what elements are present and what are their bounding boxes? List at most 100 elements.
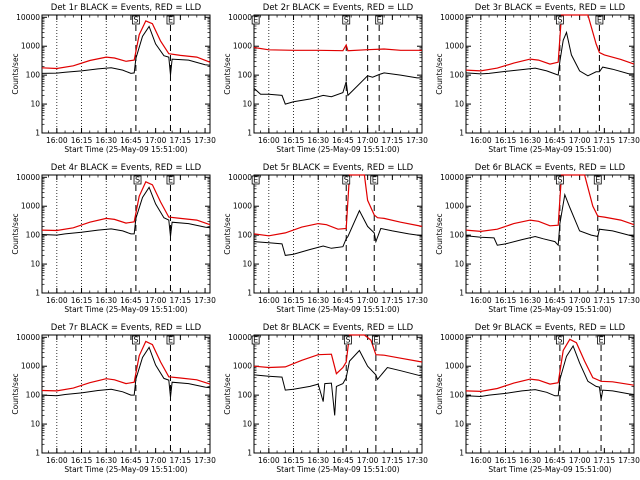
marker-box bbox=[593, 175, 602, 185]
marker-box bbox=[555, 335, 564, 345]
x-tick-label: 17:00 bbox=[145, 456, 167, 465]
series-line-events bbox=[41, 25, 211, 76]
x-tick-label: 17:15 bbox=[382, 136, 404, 145]
x-tick-label: 16:45 bbox=[544, 456, 566, 465]
x-tick-label: 16:00 bbox=[258, 296, 280, 305]
chart-panel-7: Det 7r BLACK = Events, RED = LLD 1 10 100 10… bbox=[11, 323, 216, 474]
x-tick-label: 17:00 bbox=[145, 296, 167, 305]
marker-box bbox=[555, 15, 564, 25]
panel-title: Det 7r BLACK = Events, RED = LLD bbox=[51, 323, 202, 333]
y-tick-label: 1000 bbox=[445, 42, 464, 51]
y-axis-label: Counts/sec bbox=[11, 373, 20, 414]
series-line-lld bbox=[41, 20, 211, 70]
x-tick-label: 17:15 bbox=[382, 296, 404, 305]
x-tick-label: 16:30 bbox=[519, 456, 541, 465]
y-tick-label: 10000 bbox=[440, 173, 464, 182]
marker-box bbox=[166, 15, 175, 25]
x-tick-label: 16:00 bbox=[258, 136, 280, 145]
y-axis-label: Counts/sec bbox=[435, 53, 444, 94]
y-tick-label: 1 bbox=[459, 289, 464, 298]
x-tick-label: 16:00 bbox=[470, 136, 492, 145]
marker-label: S bbox=[133, 16, 138, 25]
x-tick-label: 17:30 bbox=[406, 296, 428, 305]
x-axis-label: Start Time (25-May-09 15:51:00) bbox=[64, 465, 187, 474]
chart-panel-6: Det 6r BLACK = Events, RED = LLD 1 10 100 10… bbox=[435, 163, 640, 314]
x-tick-label: 16:00 bbox=[46, 136, 68, 145]
panel-title: Det 5r BLACK = Events, RED = LLD bbox=[263, 163, 414, 173]
y-tick-label: 1 bbox=[247, 449, 252, 458]
chart-panel-5: Det 5r BLACK = Events, RED = LLD 1 10 100 10… bbox=[223, 163, 428, 314]
marker-label: S bbox=[344, 16, 349, 25]
plot-frame bbox=[465, 174, 635, 294]
series-line-events bbox=[41, 186, 211, 237]
panel-title: Det 2r BLACK = Events, RED = LLD bbox=[263, 3, 414, 13]
x-tick-label: 16:15 bbox=[71, 136, 93, 145]
y-tick-label: 10000 bbox=[16, 173, 40, 182]
y-axis-label: Counts/sec bbox=[11, 53, 20, 94]
y-tick-label: 1 bbox=[35, 449, 40, 458]
x-tick-label: 16:45 bbox=[120, 456, 142, 465]
x-tick-label: 16:45 bbox=[120, 296, 142, 305]
marker-label: E bbox=[168, 16, 173, 25]
plot-frame bbox=[253, 334, 423, 454]
marker-box bbox=[251, 335, 260, 345]
y-axis-label: Counts/sec bbox=[223, 53, 232, 94]
y-tick-label: 100 bbox=[26, 231, 41, 240]
marker-label: E bbox=[168, 336, 173, 345]
series-line-events bbox=[253, 209, 423, 256]
y-tick-label: 10 bbox=[454, 420, 464, 429]
chart-panel-2: Det 2r BLACK = Events, RED = LLD 1 10 100 10… bbox=[223, 3, 428, 154]
y-tick-label: 1 bbox=[247, 129, 252, 138]
y-tick-label: 10 bbox=[30, 420, 40, 429]
y-tick-label: 1000 bbox=[233, 202, 252, 211]
y-tick-label: 10 bbox=[242, 260, 252, 269]
marker-label: E bbox=[377, 16, 382, 25]
series-line-lld bbox=[41, 340, 211, 392]
x-tick-label: 16:00 bbox=[470, 456, 492, 465]
marker-box bbox=[343, 335, 352, 345]
y-tick-label: 1000 bbox=[445, 362, 464, 371]
x-tick-label: 16:15 bbox=[283, 296, 305, 305]
y-axis-label: Counts/sec bbox=[223, 213, 232, 254]
x-tick-label: 16:00 bbox=[258, 456, 280, 465]
plot-frame bbox=[41, 14, 211, 134]
y-tick-label: 10 bbox=[30, 100, 40, 109]
x-tick-label: 17:15 bbox=[594, 136, 616, 145]
x-tick-label: 17:00 bbox=[569, 296, 591, 305]
x-tick-label: 16:30 bbox=[307, 296, 329, 305]
chart-panel-4: Det 4r BLACK = Events, RED = LLD 1 10 100 10… bbox=[11, 163, 216, 314]
x-axis-label: Start Time (25-May-09 15:51:00) bbox=[488, 305, 611, 314]
y-tick-label: 1000 bbox=[21, 202, 40, 211]
marker-label: E bbox=[599, 336, 604, 345]
series-line-lld bbox=[465, 14, 635, 72]
x-tick-label: 17:00 bbox=[145, 136, 167, 145]
series-line-lld bbox=[253, 174, 423, 237]
series-line-events bbox=[253, 72, 422, 105]
series-line-events bbox=[253, 349, 423, 416]
marker-box bbox=[131, 15, 140, 25]
x-tick-label: 17:30 bbox=[194, 296, 216, 305]
panel-title: Det 8r BLACK = Events, RED = LLD bbox=[263, 323, 414, 333]
x-tick-label: 17:15 bbox=[382, 456, 404, 465]
y-tick-label: 10 bbox=[454, 100, 464, 109]
x-tick-label: 16:45 bbox=[544, 296, 566, 305]
x-tick-label: 16:45 bbox=[120, 136, 142, 145]
marker-box bbox=[133, 175, 142, 185]
x-axis-label: Start Time (25-May-09 15:51:00) bbox=[488, 145, 611, 154]
marker-label: S bbox=[557, 176, 562, 185]
x-tick-label: 16:45 bbox=[544, 136, 566, 145]
y-tick-label: 1 bbox=[35, 289, 40, 298]
x-axis-label: Start Time (25-May-09 15:51:00) bbox=[276, 465, 399, 474]
marker-box bbox=[251, 15, 260, 25]
y-tick-label: 1000 bbox=[21, 362, 40, 371]
x-tick-label: 16:30 bbox=[95, 456, 117, 465]
x-tick-label: 17:00 bbox=[357, 136, 379, 145]
y-tick-label: 100 bbox=[26, 391, 41, 400]
marker-label: E bbox=[168, 176, 173, 185]
chart-panel-1: Det 1r BLACK = Events, RED = LLD 1 10 100 10… bbox=[11, 3, 216, 154]
x-tick-label: 17:00 bbox=[569, 456, 591, 465]
chart-panel-9: Det 9r BLACK = Events, RED = LLD 1 10 100 10… bbox=[435, 323, 640, 474]
x-tick-label: 17:15 bbox=[170, 136, 192, 145]
marker-label: E bbox=[372, 176, 377, 185]
